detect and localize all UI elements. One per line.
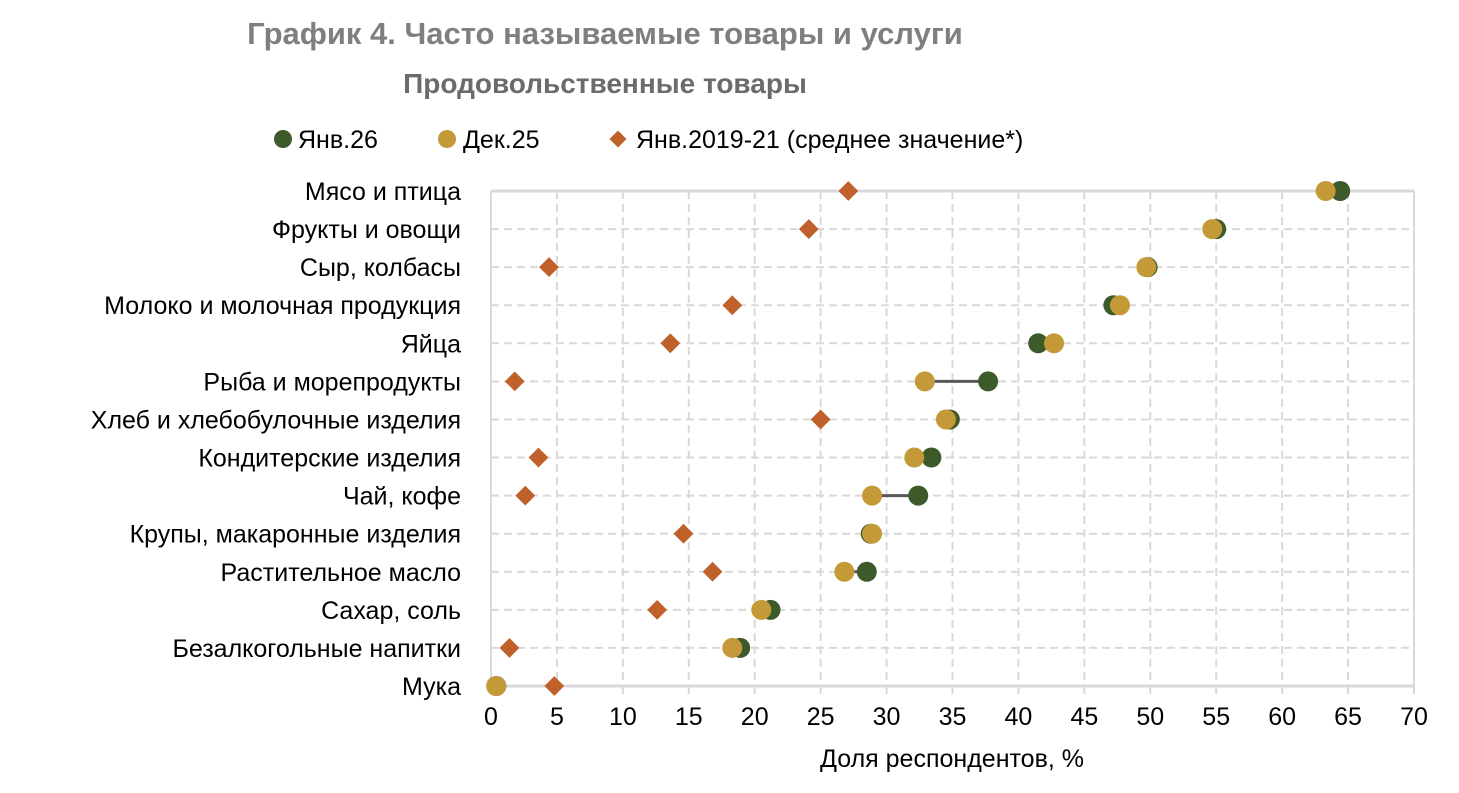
point-dec25: [862, 485, 883, 506]
x-tick-label: 50: [1136, 703, 1164, 731]
point-avg-2019-21: [838, 181, 859, 201]
point-dec25: [1202, 219, 1223, 240]
category-label: Молоко и молочная продукция: [104, 292, 461, 320]
x-tick-label: 30: [873, 703, 901, 731]
legend: Янв.26 Дек.25 Янв.2019-21 (среднее значе…: [274, 126, 1023, 154]
point-avg-2019-21: [515, 485, 536, 506]
point-avg-2019-21: [810, 409, 831, 430]
point-dec25: [904, 447, 925, 468]
x-tick-label: 25: [807, 703, 835, 731]
category-label: Фрукты и овощи: [272, 216, 461, 244]
point-dec25: [1109, 295, 1130, 316]
legend-marker-jan26: [274, 130, 292, 148]
legend-marker-avg: [609, 130, 627, 148]
point-avg-2019-21: [539, 257, 559, 278]
point-dec25: [1315, 181, 1336, 201]
point-avg-2019-21: [504, 371, 525, 392]
point-dec25: [914, 371, 935, 392]
category-label: Рыба и морепродукты: [203, 368, 461, 396]
category-label: Сыр, колбасы: [300, 254, 461, 282]
point-avg-2019-21: [660, 333, 681, 354]
x-tick-label: 5: [550, 703, 564, 731]
category-label: Крупы, макаронные изделия: [130, 521, 461, 549]
point-jan26: [908, 485, 929, 506]
category-label: Кондитерские изделия: [198, 445, 461, 473]
x-tick-label: 45: [1070, 703, 1098, 731]
point-jan26: [856, 561, 877, 582]
point-dec25: [862, 523, 883, 544]
chart-title: График 4. Часто называемые товары и услу…: [247, 16, 963, 51]
point-avg-2019-21: [544, 676, 565, 696]
legend-label-jan26: Янв.26: [298, 126, 378, 154]
x-tick-label: 15: [675, 703, 703, 731]
point-jan26: [921, 447, 942, 468]
category-label: Яйца: [401, 330, 461, 358]
point-dec25: [722, 637, 743, 658]
category-label: Безалкогольные напитки: [172, 635, 461, 663]
category-label: Мясо и птица: [305, 178, 461, 206]
x-tick-label: 60: [1268, 703, 1296, 731]
point-avg-2019-21: [499, 638, 520, 658]
x-tick-label: 35: [939, 703, 967, 731]
point-avg-2019-21: [528, 447, 549, 468]
legend-marker-dec25: [438, 130, 456, 148]
category-label: Сахар, соль: [321, 597, 461, 625]
point-avg-2019-21: [722, 295, 743, 316]
point-dec25: [486, 676, 507, 696]
point-jan26: [1330, 181, 1351, 201]
x-tick-label: 40: [1005, 703, 1033, 731]
point-jan26: [1028, 333, 1049, 354]
point-avg-2019-21: [647, 599, 668, 620]
category-label: Чай, кофе: [343, 483, 461, 511]
x-tick-label: 10: [609, 703, 637, 731]
point-dec25: [1136, 257, 1157, 278]
chart-subtitle: Продовольственные товары: [403, 68, 807, 99]
point-jan26: [978, 371, 999, 392]
x-tick-label: 55: [1202, 703, 1230, 731]
point-dec25: [935, 409, 956, 430]
point-avg-2019-21: [673, 523, 694, 544]
point-dec25: [1044, 333, 1065, 354]
category-label: Растительное масло: [221, 559, 461, 587]
x-tick-label: 20: [741, 703, 769, 731]
x-axis-label: Доля респондентов, %: [820, 745, 1084, 773]
legend-label-dec25: Дек.25: [463, 126, 540, 154]
category-label: Мука: [402, 673, 461, 701]
x-tick-label: 70: [1400, 703, 1428, 731]
category-label: Хлеб и хлебобулочные изделия: [91, 406, 461, 434]
legend-label-avg: Янв.2019-21 (среднее значение*): [636, 126, 1023, 154]
x-tick-label: 0: [484, 703, 498, 731]
point-dec25: [834, 561, 855, 582]
x-tick-label: 65: [1334, 703, 1362, 731]
point-dec25: [751, 599, 772, 620]
point-avg-2019-21: [798, 219, 819, 239]
point-avg-2019-21: [702, 561, 723, 582]
